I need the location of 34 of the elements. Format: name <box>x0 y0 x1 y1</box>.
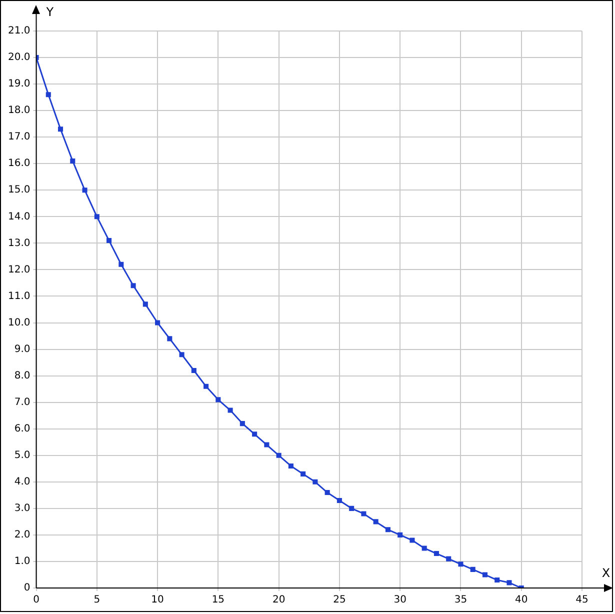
x-tick-label: 45 <box>576 594 588 606</box>
y-tick-label: 12.0 <box>8 264 30 276</box>
y-tick-label: 14.0 <box>8 211 30 222</box>
x-tick-label: 10 <box>151 594 164 606</box>
x-tick-label: 35 <box>454 594 468 606</box>
y-tick-label: 8.0 <box>14 370 30 382</box>
y-tick-label: 19.0 <box>8 78 30 90</box>
x-tick-label: 30 <box>394 594 406 606</box>
x-tick-label: 5 <box>94 594 100 606</box>
y-tick-label: 6.0 <box>14 423 30 434</box>
y-tick-label: 0 <box>24 582 30 594</box>
x-tick-label: 40 <box>514 594 528 606</box>
x-tick-label: 15 <box>212 594 225 606</box>
x-tick-label: 20 <box>272 594 286 606</box>
x-tick-label: 25 <box>333 594 346 606</box>
y-tick-label: 2.0 <box>14 530 30 541</box>
y-axis-title: Y <box>45 5 54 20</box>
y-tick-label: 18.0 <box>8 105 30 116</box>
y-tick-label: 1.0 <box>14 556 30 568</box>
y-tick-label: 21.0 <box>8 26 30 37</box>
y-tick-label: 11.0 <box>8 290 30 302</box>
y-tick-label: 7.0 <box>14 396 30 408</box>
y-tick-label: 9.0 <box>14 344 30 355</box>
y-tick-label: 4.0 <box>14 476 30 488</box>
y-tick-label: 15.0 <box>8 184 30 196</box>
y-tick-label: 17.0 <box>8 132 30 143</box>
y-tick-label: 3.0 <box>14 503 30 514</box>
y-tick-label: 10.0 <box>8 317 30 328</box>
x-tick-label: 0 <box>33 594 40 606</box>
x-axis-title: X <box>602 566 610 580</box>
y-tick-label: 20.0 <box>8 52 30 64</box>
y-tick-label: 13.0 <box>8 238 30 249</box>
y-tick-label: 16.0 <box>8 158 30 170</box>
y-tick-label: 5.0 <box>14 450 30 461</box>
